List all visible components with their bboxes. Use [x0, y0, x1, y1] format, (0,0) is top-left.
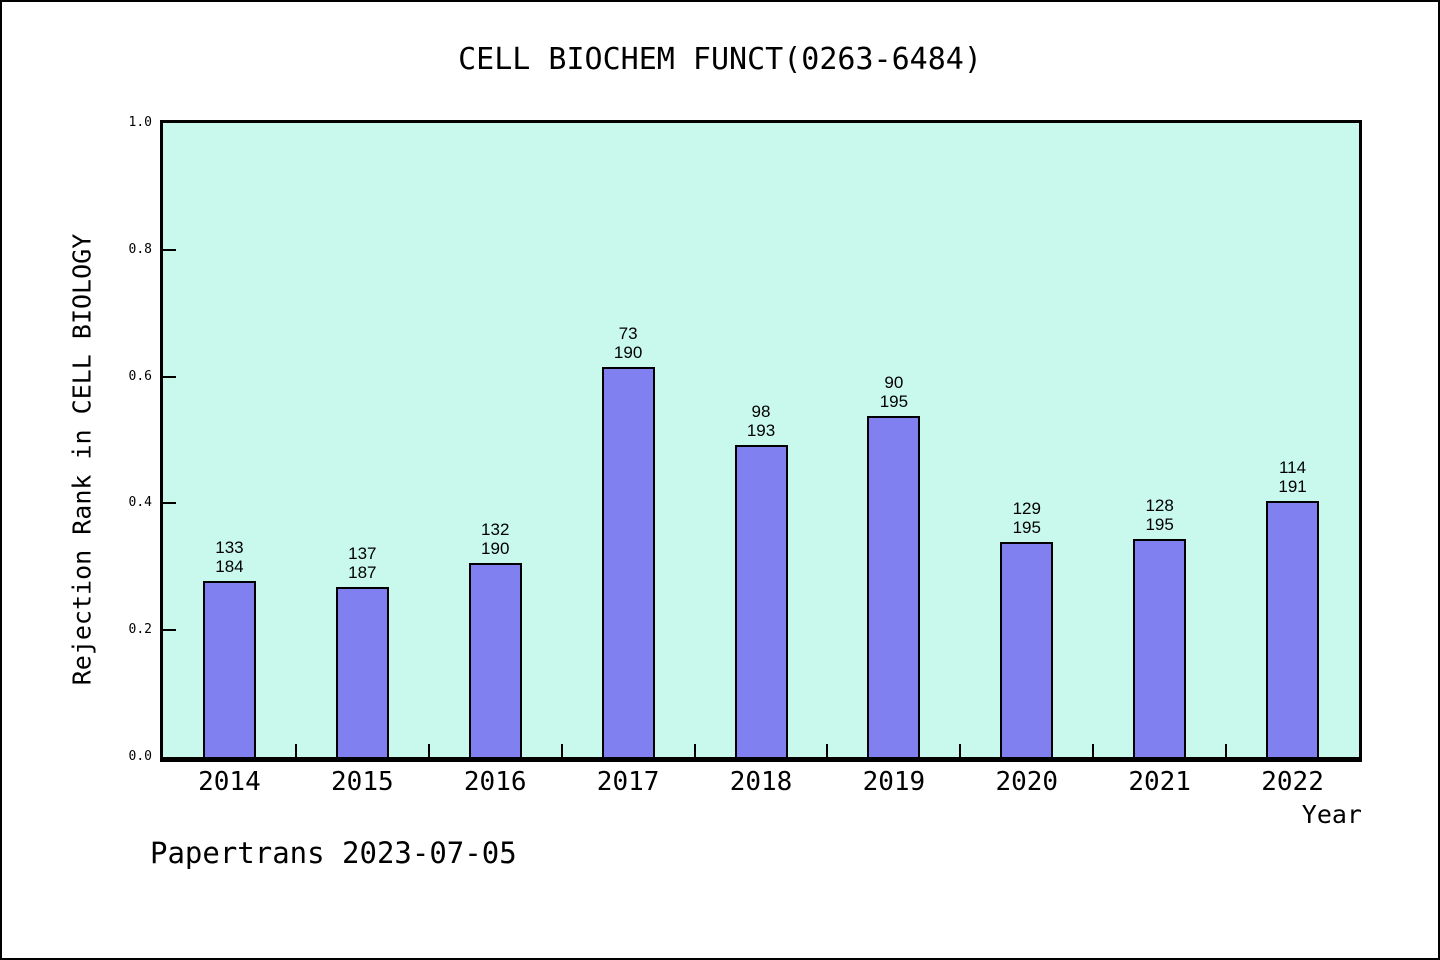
bar — [203, 581, 256, 757]
watermark-text: Papertrans 2023-07-05 — [150, 836, 517, 870]
y-tick-label: 0.6 — [128, 369, 152, 384]
bar-value-line: 137 — [348, 544, 377, 563]
x-tick-label: 2014 — [198, 767, 261, 797]
x-tick-label: 2020 — [995, 767, 1059, 797]
bar — [1133, 539, 1186, 757]
y-tick-mark — [163, 249, 176, 251]
bar-value-line: 187 — [348, 563, 377, 582]
chart-title: CELL BIOCHEM FUNCT(0263-6484) — [458, 42, 982, 77]
bar-value-line: 195 — [1145, 515, 1174, 534]
bar-value-label: 128 195 — [1145, 496, 1173, 534]
bar-value-line: 128 — [1145, 496, 1174, 515]
bar-value-line: 195 — [1012, 518, 1041, 537]
bar-value-line: 133 — [215, 538, 244, 557]
bar-value-line: 195 — [879, 392, 909, 411]
x-tick-label: 2021 — [1128, 767, 1191, 797]
x-tick-mark — [428, 744, 430, 757]
bar-value-line: 90 — [884, 373, 904, 392]
bar-value-label: 132 190 — [481, 520, 509, 558]
y-tick-mark — [163, 629, 176, 631]
x-tick-mark — [295, 744, 297, 757]
x-tick-label: 2015 — [331, 767, 394, 797]
y-tick-label: 0.2 — [128, 622, 152, 637]
bar-value-label: 98 193 — [747, 402, 775, 440]
bar — [867, 416, 920, 757]
y-tick-label: 1.0 — [128, 115, 152, 130]
x-tick-label: 2016 — [463, 767, 527, 797]
x-tick-label: 2018 — [729, 767, 793, 797]
bar — [735, 445, 788, 757]
bar — [1000, 542, 1053, 757]
plot-area: 133 184 137 187 132 190 73 190 98 193 90 195 129 195 1… — [160, 120, 1362, 762]
bar-value-label: 73 190 — [614, 324, 642, 362]
y-tick-label: 0.8 — [128, 242, 152, 257]
bar-value-line: 190 — [613, 343, 643, 362]
bar-value-label: 114 191 — [1278, 458, 1306, 496]
y-tick-mark — [163, 502, 176, 504]
bar-value-line: 132 — [481, 520, 510, 539]
bar — [1266, 501, 1319, 757]
bar — [469, 563, 522, 757]
bar-value-line: 98 — [751, 402, 771, 421]
bar-value-label: 90 195 — [880, 373, 908, 411]
y-tick-label: 0.0 — [128, 749, 152, 764]
bar — [336, 587, 389, 757]
x-tick-mark — [1092, 744, 1094, 757]
bar-value-label: 137 187 — [348, 544, 376, 582]
x-tick-label: 2019 — [862, 767, 926, 797]
y-tick-label: 0.4 — [128, 495, 152, 510]
x-tick-mark — [959, 744, 961, 757]
bar-value-line: 114 — [1278, 458, 1307, 477]
bar-value-label: 129 195 — [1013, 499, 1041, 537]
bar-value-line: 184 — [215, 557, 244, 576]
x-tick-mark — [826, 744, 828, 757]
bar-value-line: 190 — [481, 539, 510, 558]
bar-value-line: 191 — [1278, 477, 1307, 496]
bar-value-line: 73 — [618, 324, 638, 343]
x-tick-label: 2017 — [596, 767, 660, 797]
x-axis-label: Year — [1301, 800, 1362, 829]
x-tick-mark — [1225, 744, 1227, 757]
bar — [602, 367, 655, 757]
bar-value-line: 193 — [746, 421, 776, 440]
x-tick-mark — [694, 744, 696, 757]
bar-value-label: 133 184 — [215, 538, 243, 576]
y-tick-mark — [163, 376, 176, 378]
x-tick-mark — [561, 744, 563, 757]
x-tick-label: 2022 — [1261, 767, 1324, 797]
bar-value-line: 129 — [1012, 499, 1041, 518]
